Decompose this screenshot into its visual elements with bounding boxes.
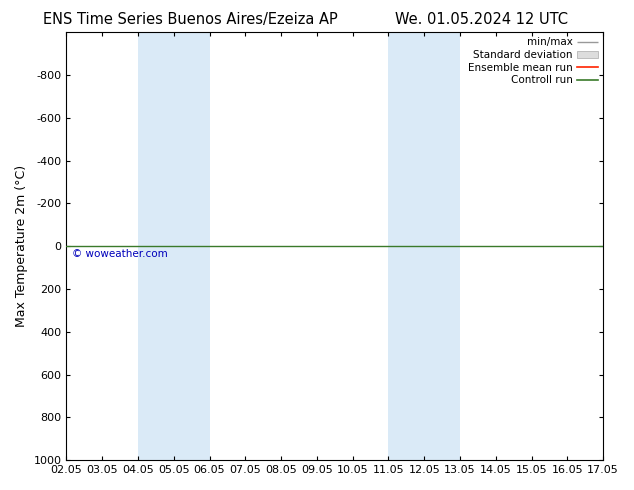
Bar [138, 32, 210, 460]
Y-axis label: Max Temperature 2m (°C): Max Temperature 2m (°C) [15, 165, 28, 327]
Text: © woweather.com: © woweather.com [72, 249, 167, 259]
Bar [389, 32, 460, 460]
Text: We. 01.05.2024 12 UTC: We. 01.05.2024 12 UTC [396, 12, 568, 27]
Legend: min/max, Standard deviation, Ensemble mean run, Controll run: min/max, Standard deviation, Ensemble me… [466, 35, 600, 87]
Text: ENS Time Series Buenos Aires/Ezeiza AP: ENS Time Series Buenos Aires/Ezeiza AP [43, 12, 337, 27]
